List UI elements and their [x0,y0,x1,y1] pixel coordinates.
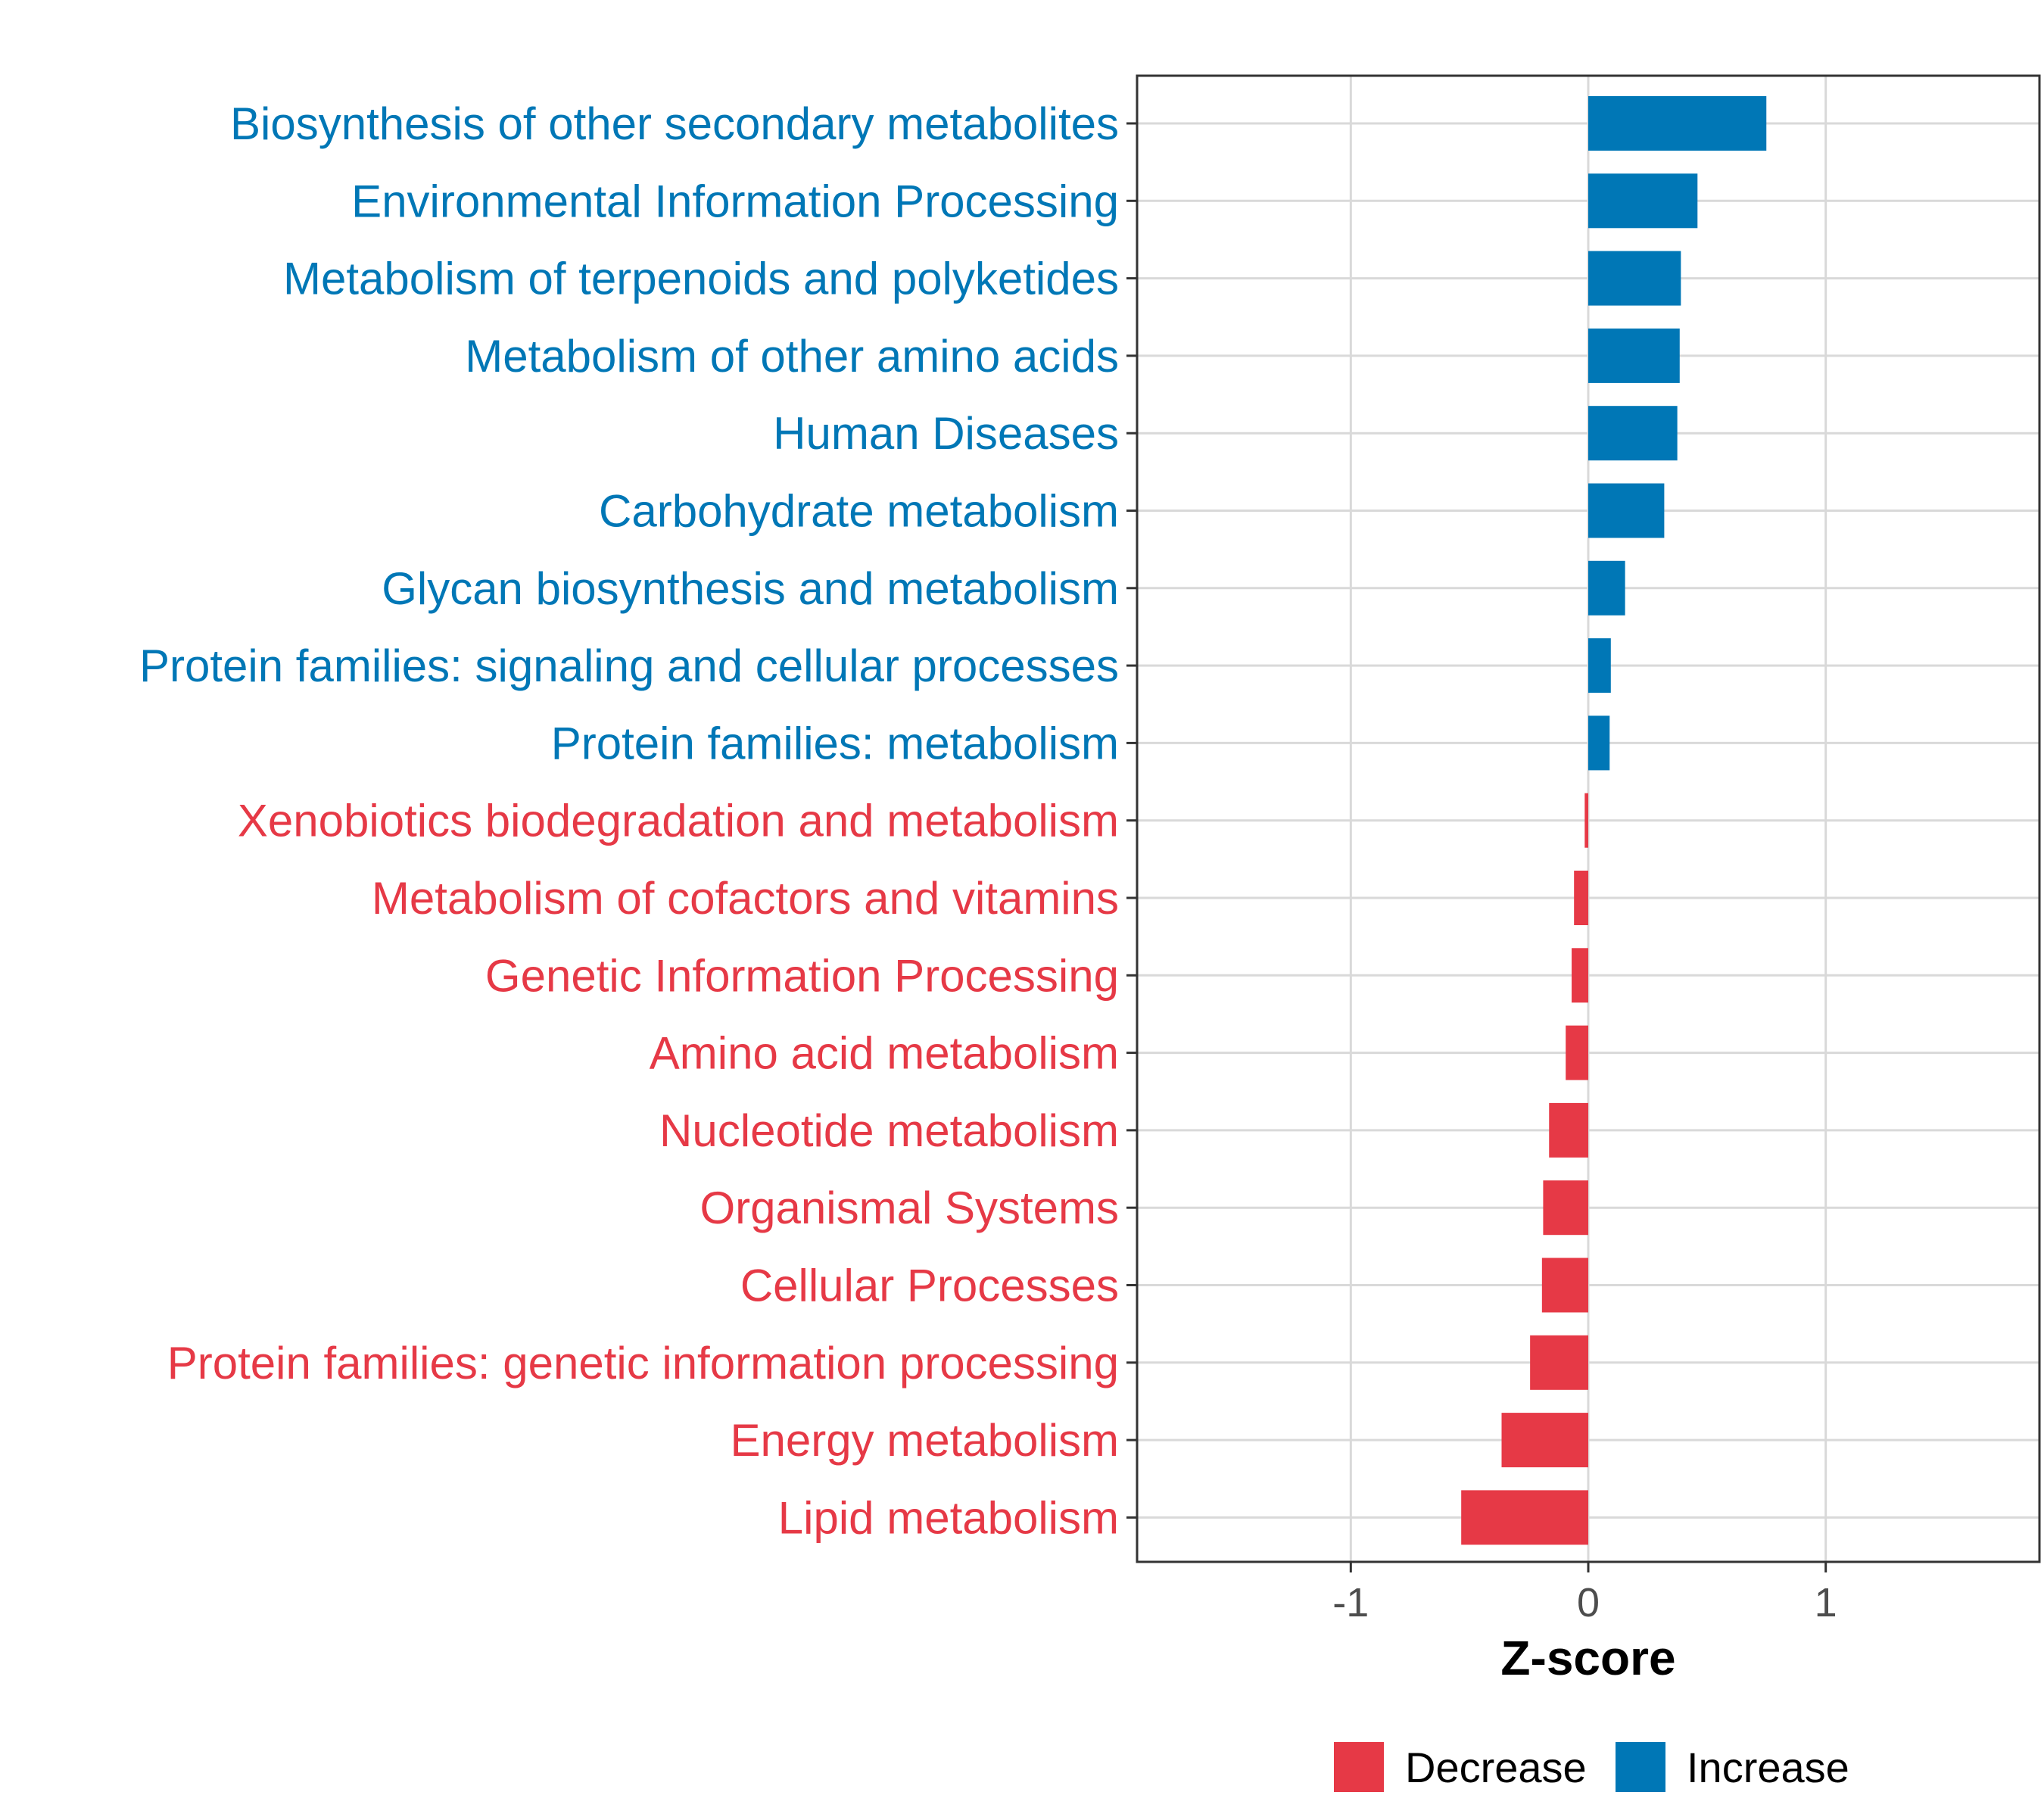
legend-label: Increase [1687,1744,1849,1791]
category-label: Metabolism of other amino acids [465,331,1119,382]
legend: Decrease Increase [1334,1742,1849,1792]
bar [1588,638,1611,693]
x-tick-label: 0 [1577,1580,1600,1625]
legend-label: Decrease [1405,1744,1587,1791]
category-label: Metabolism of terpenoids and polyketides [283,254,1119,304]
x-tick-label: 1 [1815,1580,1837,1625]
category-labels: Biosynthesis of other secondary metaboli… [139,98,1137,1543]
bar [1541,1258,1588,1313]
category-label: Biosynthesis of other secondary metaboli… [230,98,1119,149]
x-tick-label: -1 [1332,1580,1369,1625]
category-label: Xenobiotics biodegradation and metabolis… [238,796,1119,846]
bar [1588,96,1767,151]
bar [1588,328,1680,383]
bar [1461,1490,1588,1545]
bar [1530,1335,1588,1390]
legend-swatch [1616,1742,1665,1792]
bar [1501,1413,1588,1468]
category-label: Protein families: signaling and cellular… [139,640,1119,691]
category-label: Organismal Systems [700,1183,1119,1233]
legend-swatch [1334,1742,1384,1792]
bar [1566,1025,1588,1080]
bar [1572,948,1588,1003]
bar [1543,1180,1588,1236]
category-label: Amino acid metabolism [650,1028,1119,1079]
category-label: Human Diseases [773,408,1119,459]
category-label: Energy metabolism [730,1415,1119,1466]
category-label: Protein families: metabolism [551,718,1119,768]
category-label: Carbohydrate metabolism [599,486,1119,537]
bar [1584,793,1588,848]
bar [1574,871,1588,925]
category-label: Environmental Information Processing [351,176,1119,226]
bar [1549,1102,1588,1158]
category-label: Glycan biosynthesis and metabolism [382,563,1119,614]
bar [1588,406,1678,461]
category-label: Lipid metabolism [778,1492,1119,1543]
bar [1588,483,1665,538]
x-axis-title: Z-score [1500,1631,1675,1685]
category-label: Cellular Processes [740,1261,1119,1311]
x-axis-ticks: -1 0 1 [1332,1562,1837,1625]
bar-series [1461,96,1767,1545]
category-label: Protein families: genetic information pr… [167,1338,1119,1388]
category-label: Genetic Information Processing [485,950,1119,1001]
bar [1588,560,1625,616]
category-label: Metabolism of cofactors and vitamins [372,873,1119,924]
bar [1588,173,1698,229]
category-label: Nucleotide metabolism [659,1105,1119,1156]
bar [1588,715,1610,771]
bar [1588,251,1681,306]
